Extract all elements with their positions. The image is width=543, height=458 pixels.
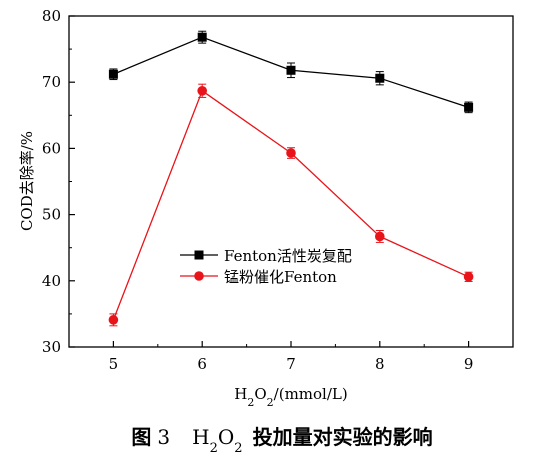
x-tick-label: 9 [464,355,474,373]
legend-marker-circle [194,271,204,281]
legend: Fenton活性炭复配 锰粉催化Fenton [180,247,352,286]
caption-prefix: 图 [131,425,151,449]
data-point-square [464,102,474,112]
figure-caption: 图 3 H2O2 投加量对实验的影响 [131,425,432,456]
x-tick-label: 6 [197,355,207,373]
tick-labels: 5 6 7 8 9 30 40 50 60 70 80 [42,7,473,373]
caption-text: 投加量对实验的影响 [253,425,433,449]
data-point-square [108,69,118,79]
x-tick-label: 5 [109,355,119,373]
x-tick-label: 7 [286,355,296,373]
data-point-square [286,65,296,75]
data-point-circle [197,86,207,96]
data-point-circle [108,315,119,325]
x-tick-label: 8 [375,355,385,373]
y-tick-label: 40 [42,272,61,290]
data-point-circle [286,148,296,158]
y-tick-label: 30 [42,338,61,356]
data-point-square [197,32,207,42]
legend-label-manganese-fenton: 锰粉催化Fenton [224,268,337,286]
caption-formula: H2O2 [192,425,242,456]
x-axis-title: H2O2/(mmol/L) [234,385,347,409]
data-point-square [375,73,385,83]
axis-ticks [69,15,470,348]
legend-label-fenton-activated-carbon: Fenton活性炭复配 [224,247,352,265]
y-axis-title: COD去除率/% [18,131,36,231]
y-tick-label: 80 [42,7,61,25]
legend-marker-square [194,250,204,260]
data-point-circle [375,231,385,242]
data-point-circle [463,272,474,282]
y-tick-label: 70 [42,73,61,91]
y-tick-label: 60 [42,139,61,157]
caption-number: 3 [157,425,170,449]
series-layer [108,30,474,327]
y-tick-label: 50 [42,206,61,224]
